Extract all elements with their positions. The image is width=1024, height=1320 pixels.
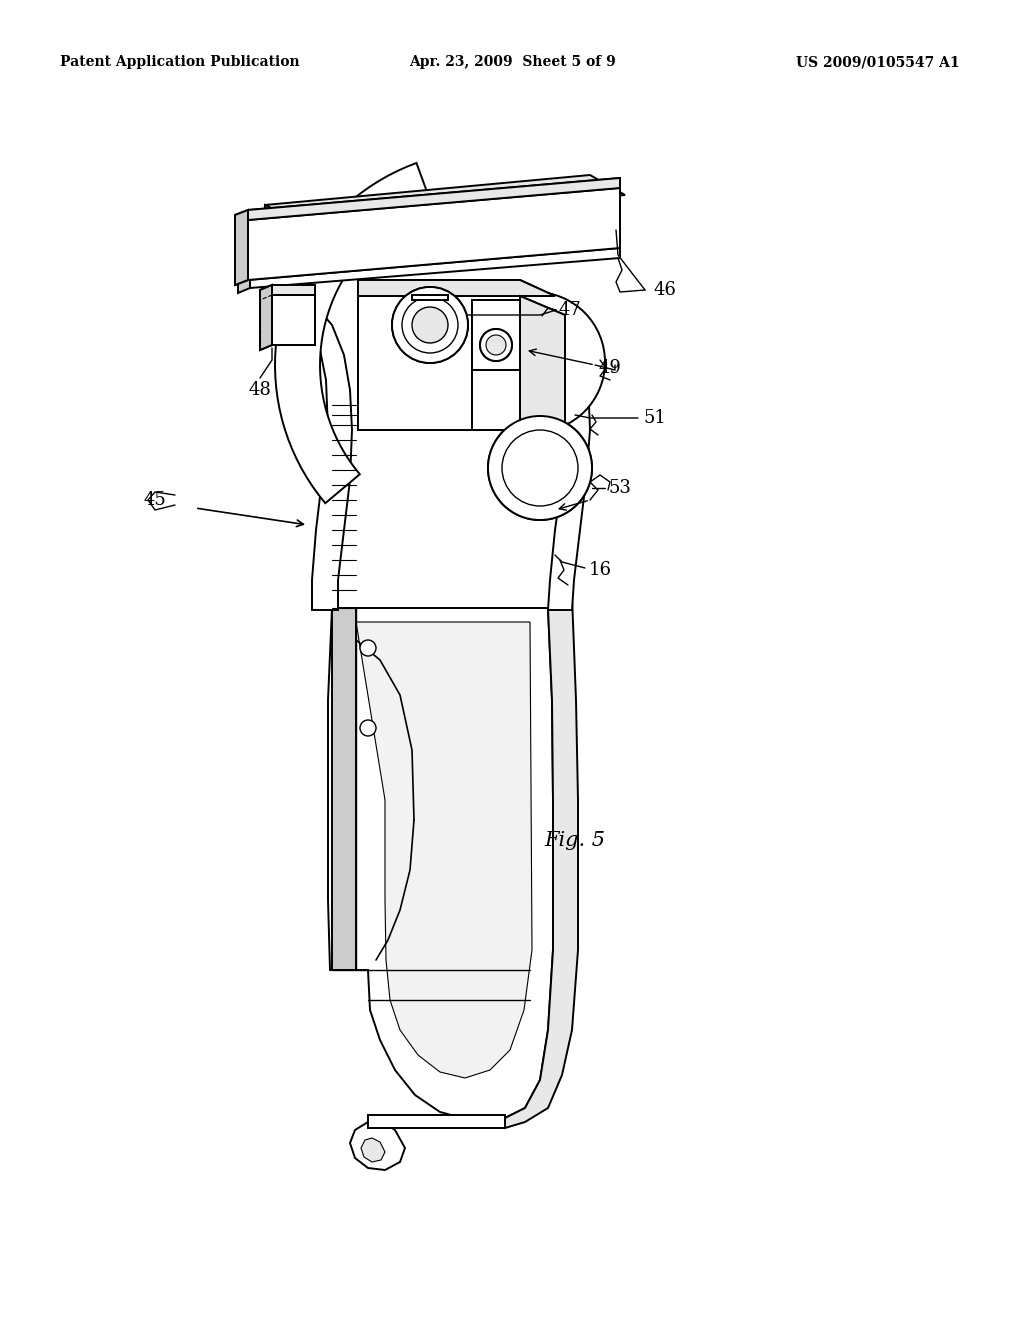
Polygon shape: [358, 280, 555, 296]
Polygon shape: [275, 162, 432, 503]
Text: 16: 16: [589, 561, 611, 579]
Polygon shape: [472, 300, 520, 370]
Text: 47: 47: [559, 301, 582, 319]
Text: 51: 51: [643, 409, 667, 426]
Polygon shape: [332, 609, 356, 970]
Polygon shape: [260, 285, 272, 350]
Polygon shape: [520, 296, 565, 430]
Circle shape: [360, 640, 376, 656]
Circle shape: [392, 286, 468, 363]
Circle shape: [402, 297, 458, 352]
Polygon shape: [358, 296, 520, 430]
Polygon shape: [350, 1119, 406, 1170]
Polygon shape: [530, 300, 590, 610]
Polygon shape: [278, 300, 352, 610]
Polygon shape: [361, 1138, 385, 1162]
Text: Apr. 23, 2009  Sheet 5 of 9: Apr. 23, 2009 Sheet 5 of 9: [409, 55, 615, 69]
Polygon shape: [472, 370, 520, 430]
Circle shape: [502, 430, 578, 506]
Text: 53: 53: [608, 479, 632, 498]
Polygon shape: [358, 280, 555, 296]
Polygon shape: [358, 296, 520, 430]
Polygon shape: [272, 294, 315, 345]
Polygon shape: [520, 296, 565, 430]
Polygon shape: [472, 370, 520, 430]
Polygon shape: [472, 300, 520, 370]
Circle shape: [480, 329, 512, 360]
Circle shape: [486, 335, 506, 355]
Polygon shape: [272, 294, 315, 345]
Text: Fig. 5: Fig. 5: [545, 830, 605, 850]
Polygon shape: [272, 285, 315, 294]
Text: 48: 48: [249, 381, 271, 399]
Circle shape: [465, 292, 605, 432]
Text: 46: 46: [653, 281, 677, 300]
Circle shape: [486, 335, 506, 355]
Polygon shape: [368, 1115, 505, 1129]
Polygon shape: [234, 210, 248, 285]
Polygon shape: [265, 205, 305, 265]
Circle shape: [412, 308, 449, 343]
Polygon shape: [356, 622, 532, 1078]
Text: 45: 45: [143, 491, 166, 510]
Circle shape: [502, 430, 578, 506]
Polygon shape: [234, 210, 248, 285]
Polygon shape: [248, 187, 620, 280]
Polygon shape: [272, 285, 315, 294]
Polygon shape: [248, 178, 620, 220]
Text: Patent Application Publication: Patent Application Publication: [60, 55, 300, 69]
Polygon shape: [505, 597, 578, 1129]
Circle shape: [402, 297, 458, 352]
Polygon shape: [265, 176, 625, 224]
Polygon shape: [250, 185, 620, 230]
Polygon shape: [248, 187, 620, 280]
Polygon shape: [260, 285, 272, 350]
Circle shape: [480, 329, 512, 360]
Circle shape: [360, 719, 376, 737]
Circle shape: [412, 308, 449, 343]
Polygon shape: [238, 215, 250, 293]
Circle shape: [392, 286, 468, 363]
Circle shape: [488, 416, 592, 520]
Polygon shape: [412, 294, 449, 300]
Text: US 2009/0105547 A1: US 2009/0105547 A1: [797, 55, 961, 69]
Polygon shape: [328, 609, 553, 1119]
Polygon shape: [248, 178, 620, 220]
Circle shape: [488, 416, 592, 520]
Text: 49: 49: [599, 359, 622, 378]
Polygon shape: [250, 201, 620, 288]
Polygon shape: [358, 296, 520, 430]
